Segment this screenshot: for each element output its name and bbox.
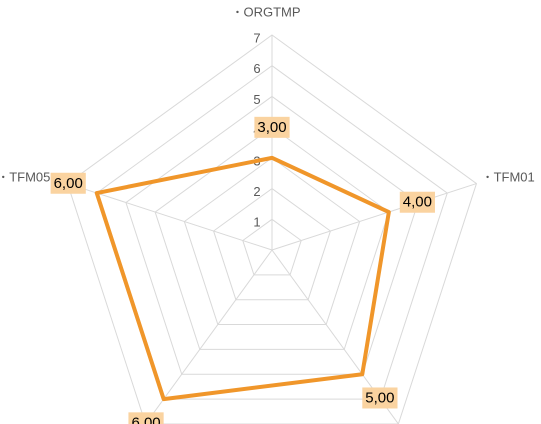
data-label-bg bbox=[50, 172, 86, 194]
data-label-text: 6,00 bbox=[54, 175, 83, 192]
data-label: 5,00 bbox=[362, 387, 398, 409]
data-label-text: 6,00 bbox=[131, 414, 160, 424]
grid-ring bbox=[242, 218, 302, 276]
data-label-bg bbox=[128, 412, 164, 424]
grid-ring bbox=[154, 126, 390, 350]
tick-label: 2 bbox=[253, 184, 260, 199]
grid-ring bbox=[125, 95, 419, 375]
category-dot bbox=[486, 175, 489, 179]
data-label: 4,00 bbox=[399, 191, 435, 213]
data-label-bg bbox=[362, 387, 398, 409]
data-label-bg bbox=[399, 191, 435, 213]
data-label-text: 3,00 bbox=[257, 119, 286, 136]
tick-label: 6 bbox=[253, 61, 260, 76]
category-dot bbox=[236, 10, 239, 14]
data-label-text: 4,00 bbox=[403, 194, 432, 211]
category-label: TFM05 bbox=[9, 169, 50, 184]
data-label-bg bbox=[254, 116, 290, 138]
data-label: 3,00 bbox=[254, 116, 290, 138]
series-line bbox=[94, 155, 391, 402]
tick-label: 1 bbox=[253, 215, 260, 230]
spoke bbox=[67, 183, 273, 251]
grid-ring bbox=[212, 187, 332, 301]
grid-ring bbox=[183, 157, 361, 326]
spoke bbox=[271, 183, 477, 251]
grid-ring bbox=[96, 65, 448, 400]
category-label: TFM01 bbox=[494, 169, 535, 184]
data-label-text: 5,00 bbox=[365, 389, 394, 406]
tick-label: 7 bbox=[253, 30, 260, 45]
spoke bbox=[145, 249, 273, 424]
data-label: 6,00 bbox=[128, 412, 164, 424]
data-label: 6,00 bbox=[50, 172, 86, 194]
category-dot bbox=[2, 175, 5, 179]
tick-label: 5 bbox=[253, 92, 260, 107]
category-label: ORGTMP bbox=[243, 4, 300, 19]
